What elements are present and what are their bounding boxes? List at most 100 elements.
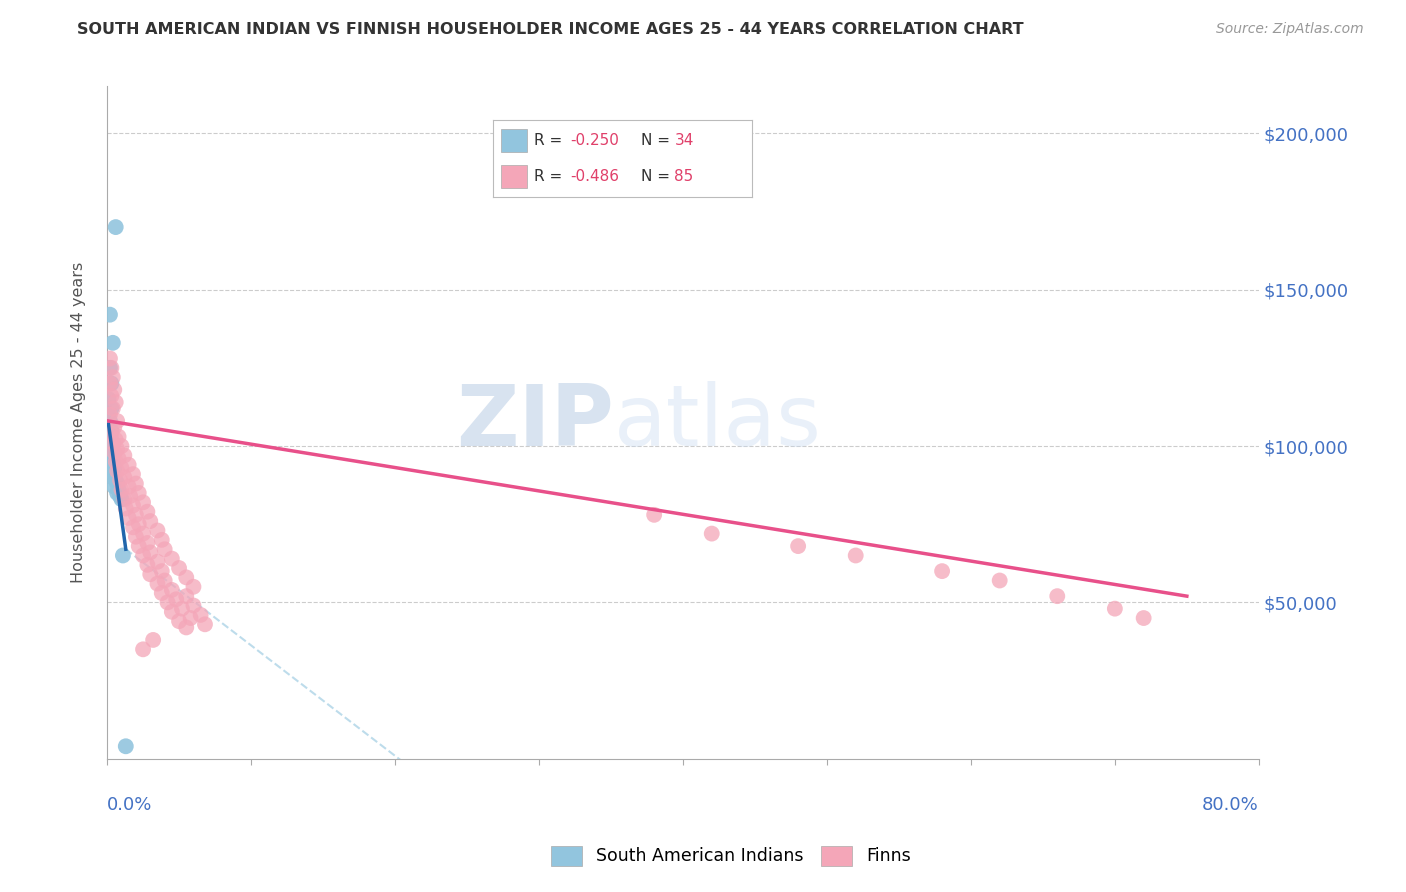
Point: [156, 595, 179, 609]
Point: [845, 549, 868, 563]
Point: [128, 517, 150, 532]
Point: [103, 480, 125, 494]
Point: [101, 335, 124, 350]
Point: [104, 474, 127, 488]
Point: [139, 514, 162, 528]
Point: [139, 567, 162, 582]
Text: ZIP: ZIP: [456, 381, 614, 464]
Point: [107, 451, 129, 466]
Point: [98, 464, 121, 478]
Point: [101, 455, 124, 469]
Point: [146, 576, 169, 591]
Point: [136, 505, 159, 519]
Point: [105, 486, 128, 500]
Point: [100, 401, 122, 416]
Point: [112, 492, 135, 507]
Point: [103, 445, 125, 459]
Point: [787, 539, 810, 553]
Point: [180, 611, 202, 625]
Point: [142, 632, 165, 647]
Point: [105, 414, 128, 428]
Point: [110, 492, 132, 507]
Point: [103, 383, 125, 397]
Point: [132, 642, 155, 657]
Point: [100, 360, 122, 375]
Point: [128, 539, 150, 553]
Point: [104, 433, 127, 447]
Point: [122, 499, 145, 513]
Point: [643, 508, 665, 522]
Point: [101, 401, 124, 416]
Text: SOUTH AMERICAN INDIAN VS FINNISH HOUSEHOLDER INCOME AGES 25 - 44 YEARS CORRELATI: SOUTH AMERICAN INDIAN VS FINNISH HOUSEHO…: [77, 22, 1024, 37]
Point: [98, 351, 121, 366]
Point: [118, 458, 141, 472]
Point: [98, 376, 121, 391]
Point: [100, 445, 122, 459]
Point: [105, 464, 128, 478]
Point: [107, 483, 129, 497]
Point: [114, 739, 136, 754]
Point: [108, 489, 131, 503]
Point: [167, 561, 190, 575]
Point: [98, 449, 121, 463]
Point: [112, 470, 135, 484]
Point: [100, 376, 122, 391]
Point: [103, 461, 125, 475]
Text: 80.0%: 80.0%: [1202, 796, 1258, 814]
Point: [125, 508, 148, 522]
Point: [165, 592, 187, 607]
Point: [150, 533, 173, 547]
Point: [174, 589, 197, 603]
Point: [160, 551, 183, 566]
Point: [101, 436, 124, 450]
Point: [160, 605, 183, 619]
Point: [97, 426, 120, 441]
Point: [150, 586, 173, 600]
Point: [1132, 611, 1154, 625]
Text: 0.0%: 0.0%: [107, 796, 152, 814]
Point: [105, 476, 128, 491]
Point: [153, 542, 176, 557]
Point: [101, 436, 124, 450]
Legend: South American Indians, Finns: South American Indians, Finns: [543, 837, 920, 874]
Text: Source: ZipAtlas.com: Source: ZipAtlas.com: [1216, 22, 1364, 37]
Point: [110, 461, 132, 475]
Point: [132, 549, 155, 563]
Point: [1046, 589, 1069, 603]
Point: [183, 580, 205, 594]
Point: [107, 430, 129, 444]
Point: [1104, 601, 1126, 615]
Point: [98, 439, 121, 453]
Point: [97, 451, 120, 466]
Point: [122, 467, 145, 482]
Point: [110, 439, 132, 453]
Point: [128, 486, 150, 500]
Point: [101, 370, 124, 384]
Point: [110, 483, 132, 497]
Point: [136, 536, 159, 550]
Point: [97, 408, 120, 422]
Point: [132, 526, 155, 541]
Point: [104, 455, 127, 469]
Point: [112, 449, 135, 463]
Point: [194, 617, 217, 632]
Point: [98, 360, 121, 375]
Point: [988, 574, 1011, 588]
Point: [132, 495, 155, 509]
Point: [174, 570, 197, 584]
Point: [122, 520, 145, 534]
Point: [190, 607, 212, 622]
Point: [118, 480, 141, 494]
Point: [104, 220, 127, 235]
Point: [100, 424, 122, 438]
Point: [97, 442, 120, 457]
Point: [700, 526, 723, 541]
Point: [153, 574, 176, 588]
Point: [100, 389, 122, 403]
Point: [146, 555, 169, 569]
Point: [105, 442, 128, 457]
Point: [125, 530, 148, 544]
Point: [120, 489, 142, 503]
Point: [100, 426, 122, 441]
Point: [111, 549, 134, 563]
